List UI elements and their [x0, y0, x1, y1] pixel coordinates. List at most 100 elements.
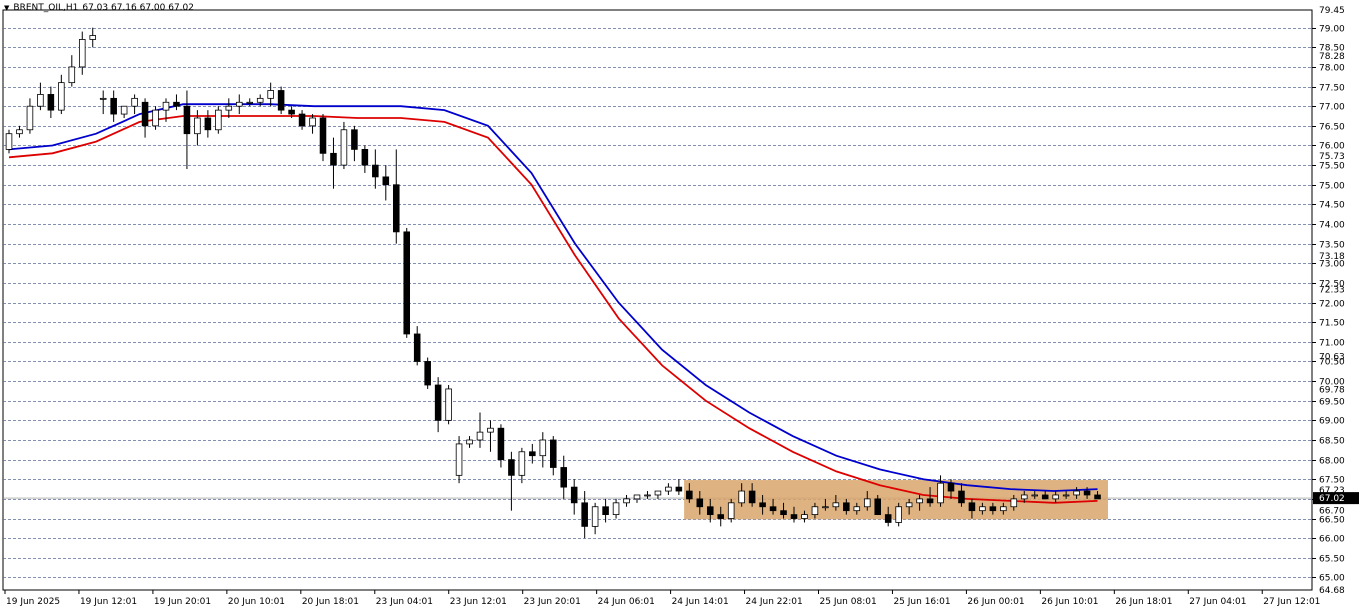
candle: [602, 498, 609, 523]
candle: [665, 483, 672, 495]
price-label: 68.00: [1319, 457, 1345, 467]
candle-body: [152, 109, 159, 127]
candle-body: [1062, 494, 1070, 497]
candle-body: [738, 490, 745, 504]
candle: [1083, 487, 1091, 499]
candle: [455, 436, 463, 484]
candle-body: [602, 506, 609, 516]
price-label: 76.00: [1319, 142, 1345, 152]
time-label: 23 Jun 12:01: [450, 597, 507, 607]
time-label: 20 Jun 18:01: [302, 597, 359, 607]
candle-body: [215, 109, 222, 131]
price-label: 66.00: [1319, 535, 1345, 545]
candle-body: [445, 388, 452, 421]
candle-body: [508, 459, 515, 476]
candle-body: [560, 467, 568, 488]
price-label: 70.50: [1319, 358, 1345, 368]
candle: [947, 479, 955, 499]
candle-body: [26, 105, 34, 131]
price-label: 77.00: [1319, 103, 1345, 113]
candle: [413, 326, 421, 366]
collapse-triangle-icon[interactable]: ▼: [4, 4, 10, 12]
candle-body: [340, 129, 348, 166]
candle-body: [235, 101, 243, 107]
candle: [99, 90, 107, 115]
symbol-label: BRENT_OIL,H1: [13, 3, 79, 13]
candle-body: [769, 506, 777, 512]
candle-body: [1000, 506, 1007, 512]
candle-body: [351, 129, 358, 150]
candle: [204, 110, 212, 138]
candle: [591, 502, 599, 535]
candle: [748, 483, 756, 507]
current-price-marker: [1313, 492, 1359, 505]
candle-body: [884, 514, 892, 523]
candle-body: [1094, 494, 1101, 500]
candle: [1041, 491, 1049, 500]
time-label: 19 Jun 20:01: [154, 597, 211, 607]
price-label-minor: 73.18: [1319, 252, 1345, 262]
candle-body: [267, 90, 274, 99]
candle-body: [811, 506, 819, 516]
candle-body: [780, 510, 787, 516]
candle: [256, 94, 264, 107]
candle: [801, 510, 808, 523]
candle: [1000, 502, 1007, 515]
candle: [340, 121, 348, 170]
candle: [874, 494, 882, 516]
candle-body: [706, 506, 714, 516]
price-label-minor: 78.28: [1319, 52, 1345, 62]
ma-line-1: [8, 115, 1098, 504]
candle: [780, 502, 787, 519]
candle: [215, 106, 222, 134]
candle: [937, 475, 944, 507]
candle: [194, 110, 201, 146]
candle-body: [727, 502, 735, 519]
candle: [696, 491, 704, 515]
candle: [1010, 494, 1018, 511]
price-label: 72.50: [1319, 280, 1345, 290]
candle-body: [1031, 494, 1039, 497]
time-label: 20 Jun 10:01: [228, 597, 285, 607]
candle-body: [1041, 494, 1049, 500]
time-label: 25 Jun 08:01: [820, 597, 877, 607]
candle-body: [173, 101, 180, 107]
price-label: 67.50: [1319, 476, 1345, 486]
candle-body: [1073, 490, 1080, 496]
candle-body: [37, 94, 44, 107]
candle-body: [644, 494, 651, 497]
candle: [47, 86, 55, 118]
candle-body: [916, 498, 923, 504]
candle: [89, 27, 97, 48]
candle-body: [832, 502, 840, 508]
candle-body: [5, 133, 13, 150]
candle-body: [183, 105, 191, 135]
candle-body: [99, 97, 107, 100]
time-label: 23 Jun 20:01: [524, 597, 581, 607]
price-label: 75.00: [1319, 182, 1345, 192]
candle: [403, 227, 411, 338]
time-label: 24 Jun 22:01: [746, 597, 803, 607]
candle: [382, 165, 390, 201]
time-label: 26 Jun 18:01: [1115, 597, 1172, 607]
candle: [131, 94, 138, 115]
price-label: 65.50: [1319, 555, 1345, 565]
candle: [644, 491, 651, 499]
price-label: 79.00: [1319, 25, 1345, 35]
plot-border: [2, 9, 1313, 591]
candle-body: [141, 101, 149, 127]
candle: [529, 443, 536, 464]
candle-body: [853, 506, 861, 512]
candle-body: [68, 66, 76, 84]
candle: [884, 506, 892, 527]
candle: [1073, 487, 1080, 499]
candle-body: [1083, 490, 1091, 496]
axis-layer: 79.00 78.50 78.00 77.50 77.00 76.50 76.00 75.50…: [4, 6, 1359, 607]
candle-body: [361, 149, 369, 166]
candle-body: [455, 443, 463, 476]
candle: [120, 105, 128, 118]
candle-body: [612, 502, 620, 516]
candle-body: [958, 490, 965, 504]
